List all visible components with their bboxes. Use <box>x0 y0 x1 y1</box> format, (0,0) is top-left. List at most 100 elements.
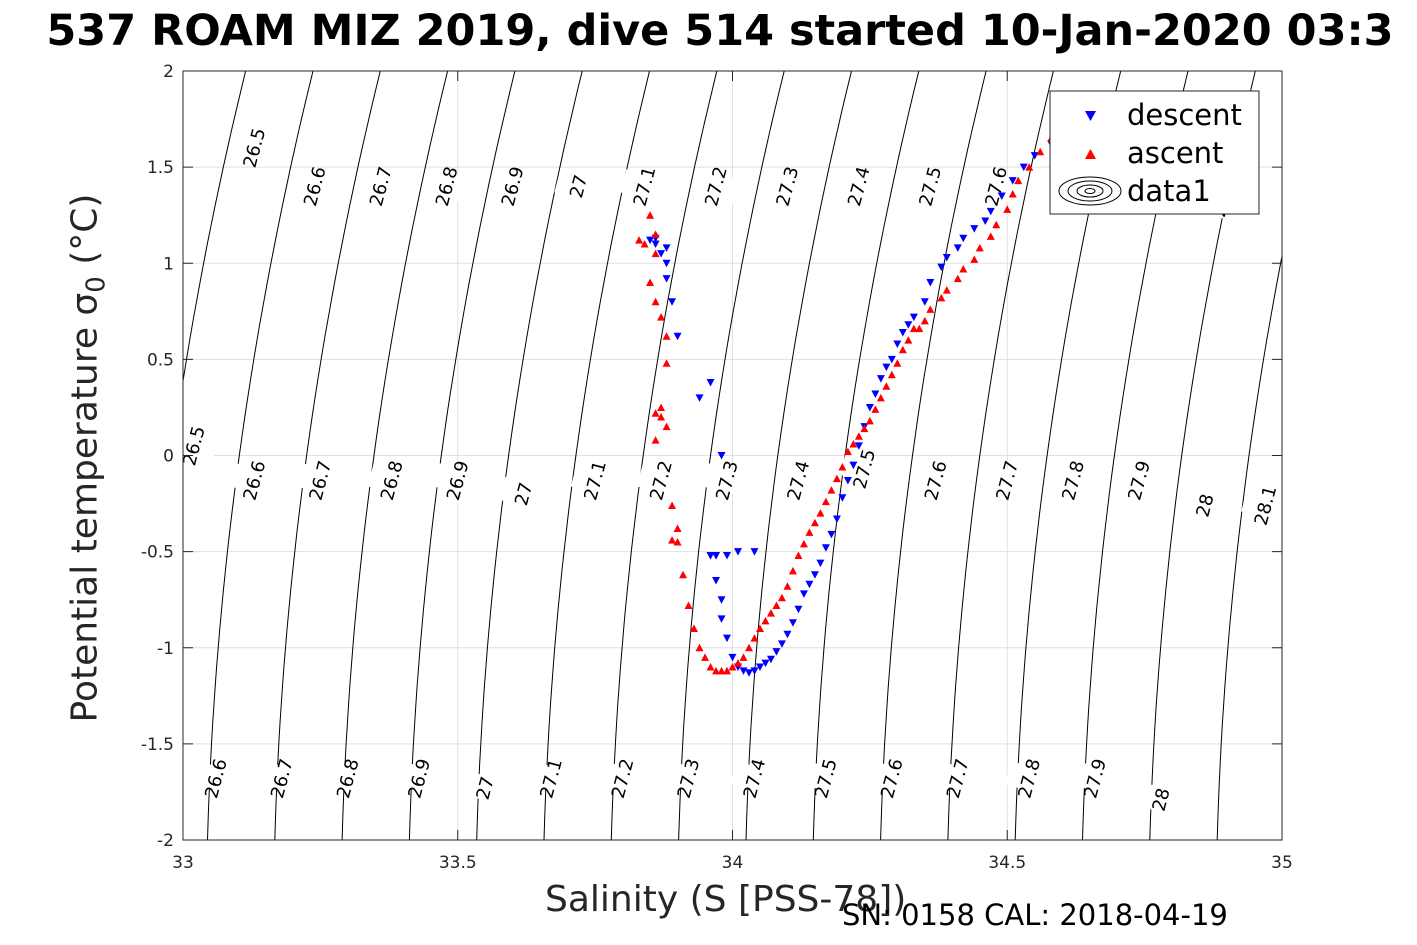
ascent-point <box>1003 205 1012 213</box>
contour-label-bg <box>169 428 219 464</box>
descent-point <box>937 263 946 272</box>
contour-label-bg <box>971 169 1021 204</box>
contour-label-bg <box>433 463 483 498</box>
contour-label-bg <box>840 451 889 487</box>
contour-label-bg <box>598 761 647 796</box>
descent-point <box>744 669 753 677</box>
x-axis-ticks: 33 33.5 34 34.5 35 <box>172 71 1293 873</box>
y-axis-label-text: Potential temperature σ <box>64 292 106 723</box>
descent-point <box>827 530 836 539</box>
ascent-point <box>865 416 874 425</box>
descent-point <box>728 653 737 662</box>
isopycnal-line <box>207 71 314 840</box>
contour-label-bg <box>488 169 538 204</box>
contour-label-bg <box>867 761 917 796</box>
contour-label-bg <box>982 463 1032 498</box>
descent-point <box>926 278 935 287</box>
descent-point <box>755 663 764 671</box>
y-axis-label: Potential temperature σ0 (°C) <box>64 194 111 723</box>
ascent-point <box>849 439 858 448</box>
descent-point <box>843 476 852 485</box>
contour-label-bg <box>526 761 576 796</box>
descent-point <box>909 313 918 322</box>
ascent-point <box>651 436 660 444</box>
descent-point <box>761 659 770 668</box>
descent-point <box>750 548 759 556</box>
ascent-point <box>992 220 1001 229</box>
y-tick-label: -2 <box>157 831 174 851</box>
contour-label-bg <box>554 169 603 204</box>
isopycnal-line <box>610 71 718 840</box>
ascent-point <box>733 659 742 667</box>
descent-point <box>706 378 715 387</box>
ascent-point <box>761 616 770 625</box>
contour-label-bg <box>290 169 340 204</box>
contour-label-bg <box>1048 463 1098 498</box>
descent-point <box>723 634 732 643</box>
ascent-point <box>728 662 737 671</box>
ascent-point <box>909 324 918 333</box>
x-tick-label: 35 <box>1271 853 1293 873</box>
ascent-point <box>640 240 649 248</box>
y-tick-label: 1 <box>163 254 174 274</box>
ascent-point <box>662 332 671 340</box>
descent-point <box>662 244 671 252</box>
x-tick-label: 34 <box>722 853 744 873</box>
contour-label-bg <box>230 463 279 498</box>
ascent-point <box>970 255 979 263</box>
contour-label-bg <box>1114 463 1164 498</box>
descent-point <box>953 244 962 252</box>
descent-point <box>717 615 726 623</box>
ascent-point <box>701 653 710 661</box>
ascent-point <box>657 313 666 321</box>
ascent-point <box>635 236 644 244</box>
descent-point <box>893 340 902 348</box>
ascent-point <box>662 359 671 367</box>
isopycnal-line <box>812 71 920 840</box>
ascent-point <box>937 293 946 302</box>
contour-label-bg <box>834 169 884 204</box>
ascent-point <box>816 509 825 517</box>
descent-point <box>733 548 742 556</box>
isopycnal-line <box>274 71 381 840</box>
descent-point <box>942 253 951 262</box>
ascent-point <box>1014 176 1023 185</box>
descent-point <box>723 551 732 560</box>
ascent-point <box>668 501 677 509</box>
descent-point <box>986 207 995 216</box>
ascent-point <box>651 249 660 258</box>
ascent-point <box>794 551 803 559</box>
ascent-point <box>750 634 759 642</box>
ascent-point <box>893 359 902 367</box>
ascent-point <box>712 666 721 675</box>
y-tick-label: -1.5 <box>141 735 174 755</box>
legend-label-data1: data1 <box>1127 174 1211 208</box>
descent-point <box>849 461 858 470</box>
contour-label-bg <box>1070 761 1120 796</box>
ascent-point <box>959 265 968 273</box>
ascent-point <box>975 243 984 252</box>
ascent-point <box>766 609 775 617</box>
contour-label-bg <box>905 169 955 204</box>
contour-label-bg <box>664 761 713 796</box>
isopycnal-line <box>1216 253 1282 840</box>
descent-point <box>712 576 721 585</box>
ascent-point <box>657 413 666 421</box>
descent-point <box>750 667 759 675</box>
ascent-point <box>915 324 924 333</box>
y-tick-label: 0 <box>163 447 174 467</box>
x-tick-label: 34.5 <box>988 853 1026 873</box>
contour-label-bg <box>422 169 472 204</box>
ascent-point <box>1025 163 1034 171</box>
descent-point <box>695 394 704 402</box>
y-tick-label: 1.5 <box>147 158 174 178</box>
isopycnal-line <box>1352 71 1417 840</box>
descent-point <box>657 250 666 258</box>
ascent-point <box>843 447 852 456</box>
contour-label-bg <box>933 761 983 796</box>
x-tick-label: 33 <box>172 853 194 873</box>
descent-point <box>871 390 880 398</box>
ascent-point <box>827 486 836 494</box>
y-axis-label-subscript: 0 <box>81 276 112 293</box>
legend-marker-ascent <box>1085 149 1096 159</box>
